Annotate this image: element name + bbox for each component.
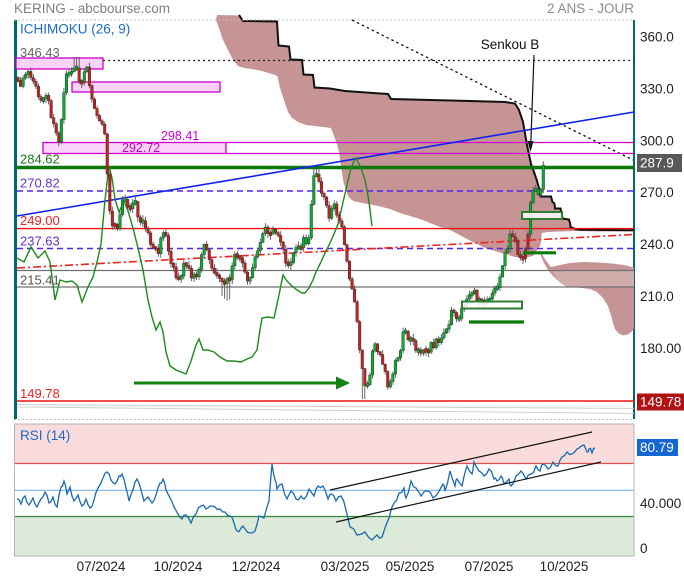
svg-text:80.79: 80.79: [640, 440, 674, 455]
svg-text:284.62: 284.62: [20, 152, 60, 167]
svg-text:ICHIMOKU (26, 9): ICHIMOKU (26, 9): [20, 22, 130, 37]
svg-text:149.78: 149.78: [20, 386, 60, 401]
svg-text:270.0: 270.0: [640, 185, 674, 200]
svg-text:240.0: 240.0: [640, 237, 674, 252]
svg-text:249.00: 249.00: [20, 213, 60, 228]
svg-text:KERING - abcbourse.com: KERING - abcbourse.com: [14, 1, 170, 16]
svg-text:07/2025: 07/2025: [465, 559, 514, 574]
svg-text:270.82: 270.82: [20, 176, 60, 191]
svg-text:10/2025: 10/2025: [540, 559, 589, 574]
svg-text:abcbourse.com: abcbourse.com: [400, 543, 475, 555]
svg-text:07/2024: 07/2024: [77, 559, 126, 574]
svg-text:330.0: 330.0: [640, 82, 674, 97]
svg-text:2 ANS - JOUR: 2 ANS - JOUR: [547, 1, 634, 16]
svg-text:03/2025: 03/2025: [321, 559, 370, 574]
svg-text:12/2024: 12/2024: [232, 559, 281, 574]
svg-text:149.78: 149.78: [640, 395, 681, 410]
svg-text:300.0: 300.0: [640, 134, 674, 149]
svg-text:05/2025: 05/2025: [386, 559, 435, 574]
svg-text:215.41: 215.41: [20, 273, 60, 288]
svg-text:Senkou B: Senkou B: [481, 37, 540, 52]
svg-text:180.00: 180.00: [640, 341, 681, 356]
svg-text:RSI (14): RSI (14): [20, 428, 70, 443]
svg-text:0: 0: [640, 541, 648, 556]
svg-text:287.9: 287.9: [640, 156, 674, 171]
svg-text:210.0: 210.0: [640, 289, 674, 304]
svg-text:10/2024: 10/2024: [154, 559, 203, 574]
svg-text:298.41: 298.41: [161, 129, 199, 143]
svg-text:292.72: 292.72: [122, 141, 160, 155]
svg-text:237.63: 237.63: [20, 234, 60, 249]
svg-text:360.0: 360.0: [640, 30, 674, 45]
svg-text:346.43: 346.43: [20, 45, 60, 60]
svg-text:40.000: 40.000: [640, 496, 681, 511]
